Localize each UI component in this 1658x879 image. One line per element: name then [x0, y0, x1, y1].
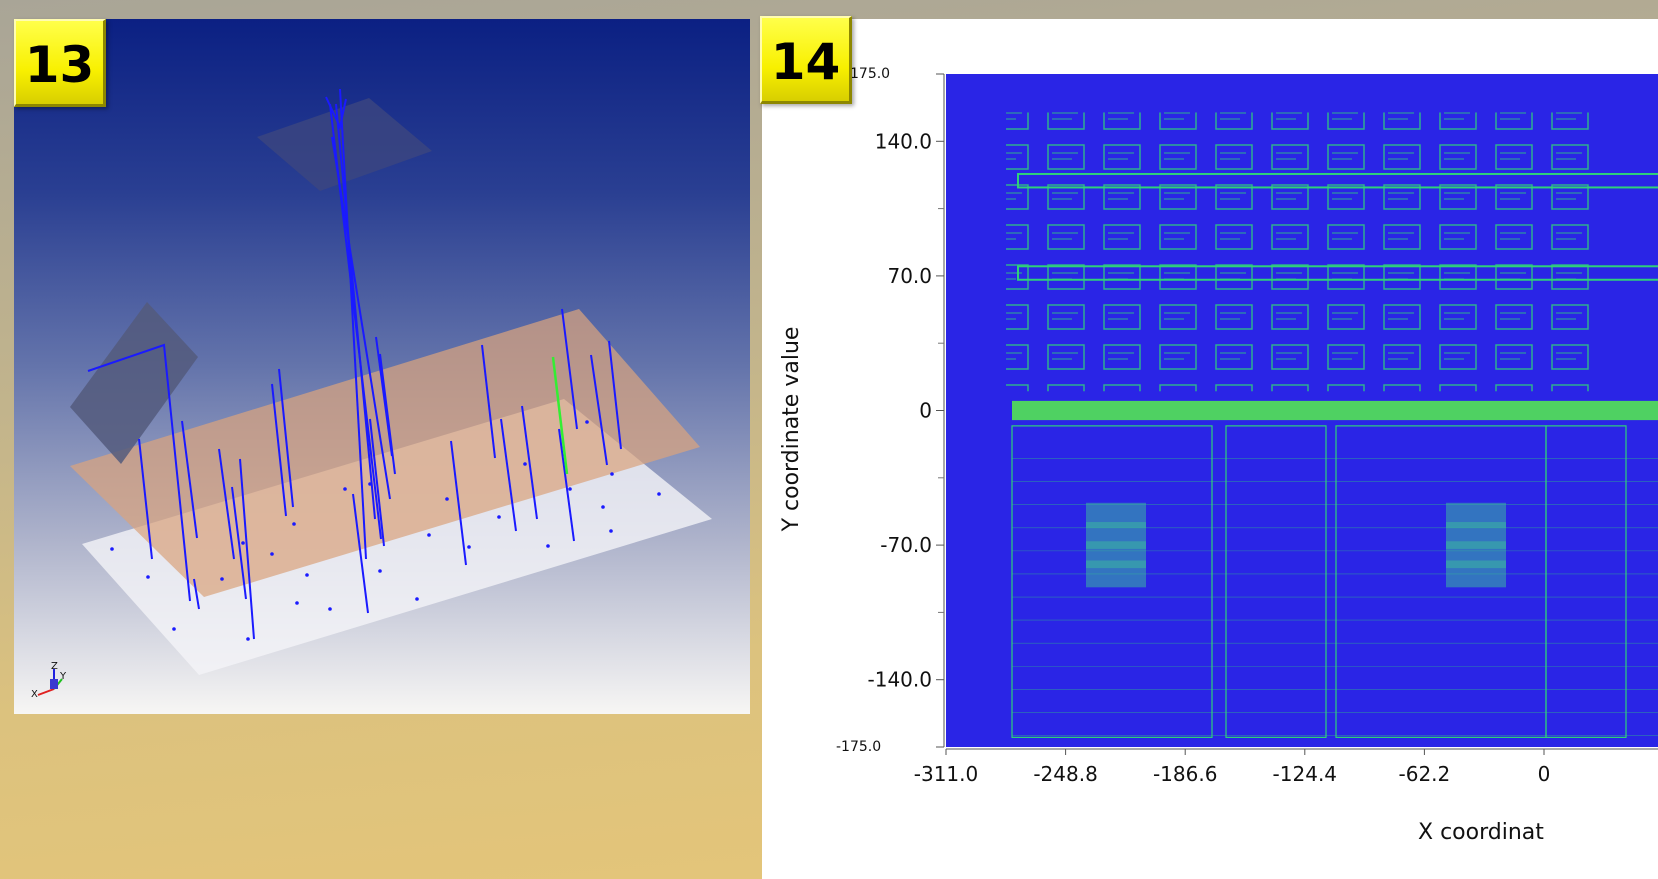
y-axis-label: Y coordinate value	[779, 327, 804, 533]
x-tick-label: -62.2	[1399, 762, 1451, 786]
scene-dot	[497, 515, 501, 519]
heatmap-status-band	[1012, 400, 1658, 421]
scene-dot	[609, 529, 613, 533]
scene-line	[450, 440, 467, 566]
scene-dot	[146, 575, 150, 579]
scene-dot	[246, 637, 250, 641]
y-tick-label: -140.0	[868, 668, 932, 692]
scene-3d-panel[interactable]: X Y Z	[14, 19, 750, 714]
scene-dot	[546, 544, 550, 548]
heatmap-lower-panel	[1011, 425, 1213, 738]
scene-line	[352, 493, 369, 614]
scene-dot	[601, 505, 605, 509]
scene-dot	[292, 522, 296, 526]
scene-dot	[295, 601, 299, 605]
scene-dot	[368, 482, 372, 486]
scene-line	[608, 340, 622, 450]
heatmap-lower-panel	[1545, 425, 1627, 738]
axis-z-label: Z	[51, 661, 58, 672]
scene-3d-canvas: X Y Z	[31, 88, 712, 700]
scene-dot	[427, 533, 431, 537]
scene-dot	[343, 487, 347, 491]
scene-dot	[523, 462, 527, 466]
y-tick-label: 140.0	[875, 129, 932, 153]
tilted-square-top	[257, 98, 432, 191]
scene-line	[335, 103, 376, 520]
scene-dot	[270, 552, 274, 556]
scene-dot	[110, 547, 114, 551]
axis-x-label: X	[31, 689, 38, 700]
heatmap-cell	[1086, 560, 1146, 588]
heatmap-cell	[1446, 560, 1506, 588]
scene-line	[500, 418, 517, 532]
scene-dot	[415, 597, 419, 601]
y-tick-label: 0	[919, 399, 932, 423]
scene-dot	[172, 627, 176, 631]
green-highlight-line	[551, 356, 569, 475]
scene-line	[369, 418, 385, 547]
axis-triad: X Y Z	[31, 661, 67, 700]
scene-line	[231, 486, 247, 600]
y-tick-label: -175.0	[836, 739, 881, 755]
scene-line	[379, 353, 396, 475]
scene-dot	[378, 569, 382, 573]
scene-line	[558, 428, 575, 542]
plot-area	[946, 74, 1658, 747]
scene-line	[193, 578, 200, 610]
heatmap-bus	[1017, 265, 1658, 281]
badge-14: 14	[760, 16, 852, 104]
bent-line-left	[87, 343, 191, 602]
scene-line	[271, 383, 287, 517]
scene-line	[218, 448, 235, 560]
scene-dot	[568, 487, 572, 491]
heatmap-texture-top	[1006, 112, 1606, 392]
scene-dot	[585, 420, 589, 424]
coordinate-chart-panel: 175.0 140.0 70.0 0 -70.0 -140.0 -175.0 -311.0-…	[762, 19, 1658, 879]
scene-line	[278, 368, 294, 508]
scene-line-top	[325, 96, 347, 131]
y-tick-label: -70.0	[880, 533, 932, 557]
scene-dot	[657, 492, 661, 496]
x-tick-label: -124.4	[1273, 762, 1337, 786]
heatmap-bus	[1017, 172, 1658, 189]
heatmap-lower-panel	[1225, 425, 1327, 738]
scene-dot	[610, 472, 614, 476]
scene-dot	[305, 573, 309, 577]
scene-dot	[467, 545, 471, 549]
x-tick-label: 0	[1538, 762, 1551, 786]
y-tick-label: 70.0	[887, 264, 932, 288]
scene-line	[239, 458, 255, 640]
scene-line	[339, 88, 367, 560]
axis-y-label: Y	[59, 671, 67, 682]
y-axis: 175.0 140.0 70.0 0 -70.0 -140.0 -175.0	[836, 66, 945, 755]
scene-dots	[110, 420, 661, 641]
x-tick-label: -248.8	[1033, 762, 1097, 786]
scene-line	[590, 354, 608, 466]
scene-dot	[241, 541, 245, 545]
scene-line	[181, 420, 198, 539]
scene-vertical-lines	[138, 88, 622, 640]
scene-line	[481, 344, 496, 459]
x-tick-label: -311.0	[914, 762, 978, 786]
scene-line	[521, 405, 538, 520]
copper-plane	[70, 309, 700, 597]
scene-line	[561, 308, 578, 430]
x-axis: -311.0 -248.8 -186.6 -124.4 -62.2 0	[914, 748, 1658, 786]
scene-dot	[220, 577, 224, 581]
tilted-square-left	[70, 302, 198, 464]
scene-line	[331, 136, 391, 500]
x-axis-label: X coordinat	[1418, 820, 1544, 845]
x-tick-label: -186.6	[1153, 762, 1217, 786]
scene-dot	[445, 497, 449, 501]
badge-13: 13	[14, 19, 106, 107]
y-tick-label: 175.0	[850, 66, 890, 82]
scene-dot	[328, 607, 332, 611]
scene-line	[138, 438, 153, 560]
